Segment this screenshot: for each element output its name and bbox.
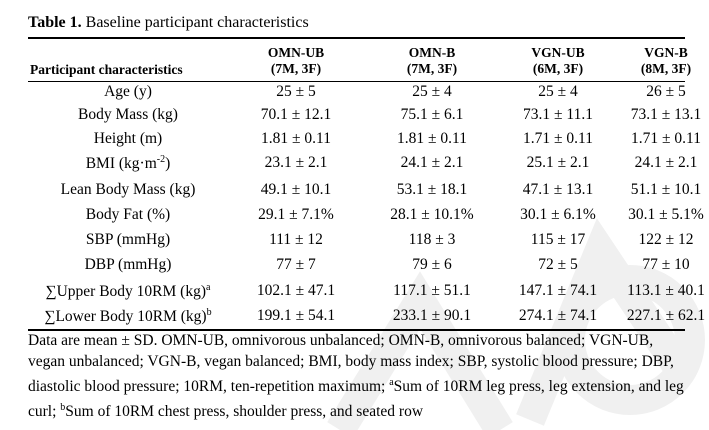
footnote-text-3: Sum of 10RM chest press, shoulder press,… [65,403,424,421]
table-row: ∑Upper Body 10RM (kg)a 102.1 ± 47.1 117.1 … [28,282,705,307]
table-cell: 30.1 ± 6.1% [520,206,596,223]
column-header-sub: (6M, 3F) [532,61,584,76]
table-row: Body Mass (kg) 70.1 ± 12.1 75.1 ± 6.1 73.1 … [28,106,701,131]
table-row: SBP (mmHg) 111 ± 12 118 ± 3 115 ± 17 122 ± 1… [28,231,694,256]
table-cell: 25 ± 5 [276,83,316,100]
column-header-name: VGN-UB [531,45,585,60]
table-footnote: Data are mean ± SD. OMN-UB, omnivorous u… [28,330,688,422]
row-label: DBP (mmHg) [28,256,228,274]
row-label: Age (y) [28,83,228,101]
table-header-rule [28,81,685,82]
table-top-rule [28,37,685,39]
row-label: Body Mass (kg) [28,106,228,124]
table-bottom-rule [28,329,685,331]
table-cell: 26 ± 5 [646,83,686,100]
row-label-text: DBP (mmHg) [84,256,172,273]
row-label-sup: a [206,282,211,293]
row-label: Body Fat (%) [28,206,228,224]
table-cell: 25.1 ± 2.1 [526,154,590,171]
row-label-sup: b [206,307,212,318]
row-label-sup: -2 [156,154,166,165]
row-label: ∑Lower Body 10RM (kg)b [28,307,228,326]
table-cell: 49.1 ± 10.1 [260,181,332,198]
row-label: Height (m) [28,130,228,148]
table-cell: 53.1 ± 18.1 [396,181,468,198]
table-cell: 72 ± 5 [538,256,578,273]
row-label: BMI (kg·m-2) [28,154,228,173]
row-label-text: Body Fat (%) [85,206,171,223]
table-cell: 24.1 ± 2.1 [400,154,464,171]
footnote-text-1: Data are mean ± SD. OMN-UB, omnivorous u… [28,332,674,396]
row-label-text: Body Mass (kg) [78,106,178,123]
table-cell: 113.1 ± 40.1 [627,282,705,299]
table-cell: 1.71 ± 0.11 [523,130,593,147]
table-caption: Table 1. Baseline participant characteri… [28,14,309,32]
column-header: OMN-B (7M, 3F) [364,45,500,77]
table-cell: 75.1 ± 6.1 [400,106,464,123]
footnote-sup-a: a [389,377,394,388]
table-cell: 77 ± 7 [276,256,316,273]
table-cell: 117.1 ± 51.1 [393,282,471,299]
table-row: ∑Lower Body 10RM (kg)b 199.1 ± 54.1 233.1 … [28,307,705,332]
table-cell: 1.81 ± 0.11 [261,130,331,147]
table-caption-label: Table 1. [28,14,82,31]
row-label: Lean Body Mass (kg) [28,181,228,199]
table-row: Lean Body Mass (kg) 49.1 ± 10.1 53.1 ± 18.… [28,181,702,206]
table-cell: 199.1 ± 54.1 [256,307,336,324]
table-cell: 73.1 ± 11.1 [523,106,593,123]
table-cell: 147.1 ± 74.1 [518,282,598,299]
row-label-text: SBP (mmHg) [85,231,171,248]
table-cell: 274.1 ± 74.1 [518,307,598,324]
table-cell: 70.1 ± 12.1 [260,106,332,123]
column-header: OMN-UB (7M, 3F) [228,45,364,77]
row-label-text: ∑Lower Body 10RM (kg) [44,308,207,326]
footnote-sup-b: b [60,402,66,414]
table-cell: 30.1 ± 5.1% [628,206,704,223]
table-cell: 25 ± 4 [412,83,452,100]
row-label-text: BMI (kg·m [85,155,157,173]
row-label: ∑Upper Body 10RM (kg)a [28,282,228,301]
table-cell: 118 ± 3 [408,231,456,248]
table-row: Body Fat (%) 29.1 ± 7.1% 28.1 ± 10.1% 30.1 … [28,206,704,231]
row-header: Participant characteristics [30,62,183,77]
row-label-tail: ) [165,155,171,173]
table-cell: 1.71 ± 0.11 [631,130,701,147]
row-label: SBP (mmHg) [28,231,228,249]
table-cell: 102.1 ± 47.1 [256,282,336,299]
row-label-text: Lean Body Mass (kg) [60,181,196,198]
table-row: Age (y) 25 ± 5 25 ± 4 25 ± 4 26 ± 5 [28,83,686,108]
table-cell: 25 ± 4 [538,83,578,100]
row-label-text: Age (y) [104,83,152,100]
table-cell: 28.1 ± 10.1% [390,206,474,223]
table-caption-text: Baseline participant characteristics [81,14,309,31]
table-cell: 24.1 ± 2.1 [634,154,698,171]
table-row: BMI (kg·m-2) 23.1 ± 2.1 24.1 ± 2.1 25.1 ± 2… [28,154,698,179]
column-header-name: VGN-B [644,45,688,60]
table-cell: 73.1 ± 13.1 [630,106,702,123]
table-cell: 111 ± 12 [269,231,323,248]
table-cell: 1.81 ± 0.11 [397,130,467,147]
table-cell: 79 ± 6 [412,256,452,273]
column-header-name: OMN-B [408,45,456,60]
table-cell: 29.1 ± 7.1% [258,206,334,223]
column-header-name: OMN-UB [267,45,325,60]
column-header-sub: (7M, 3F) [406,61,458,76]
table-cell: 47.1 ± 13.1 [522,181,594,198]
table-cell: 115 ± 17 [530,231,586,248]
column-header: VGN-B (8M, 3F) [616,45,709,77]
table-cell: 77 ± 10 [642,256,690,273]
table-cell: 122 ± 12 [638,231,694,248]
table-cell: 227.1 ± 62.1 [626,307,706,324]
table-cell: 51.1 ± 10.1 [630,181,702,198]
table-row: Height (m) 1.81 ± 0.11 1.81 ± 0.11 1.71 ± 0… [28,130,701,155]
table-cell: 23.1 ± 2.1 [264,154,328,171]
column-header-sub: (8M, 3F) [640,61,692,76]
row-label-text: Height (m) [93,130,163,147]
table-row: DBP (mmHg) 77 ± 7 79 ± 6 72 ± 5 77 ± 10 [28,256,690,281]
table-cell: 233.1 ± 90.1 [392,307,472,324]
column-header: VGN-UB (6M, 3F) [500,45,616,77]
column-header-sub: (7M, 3F) [270,61,322,76]
row-label-text: ∑Upper Body 10RM (kg) [45,283,206,301]
